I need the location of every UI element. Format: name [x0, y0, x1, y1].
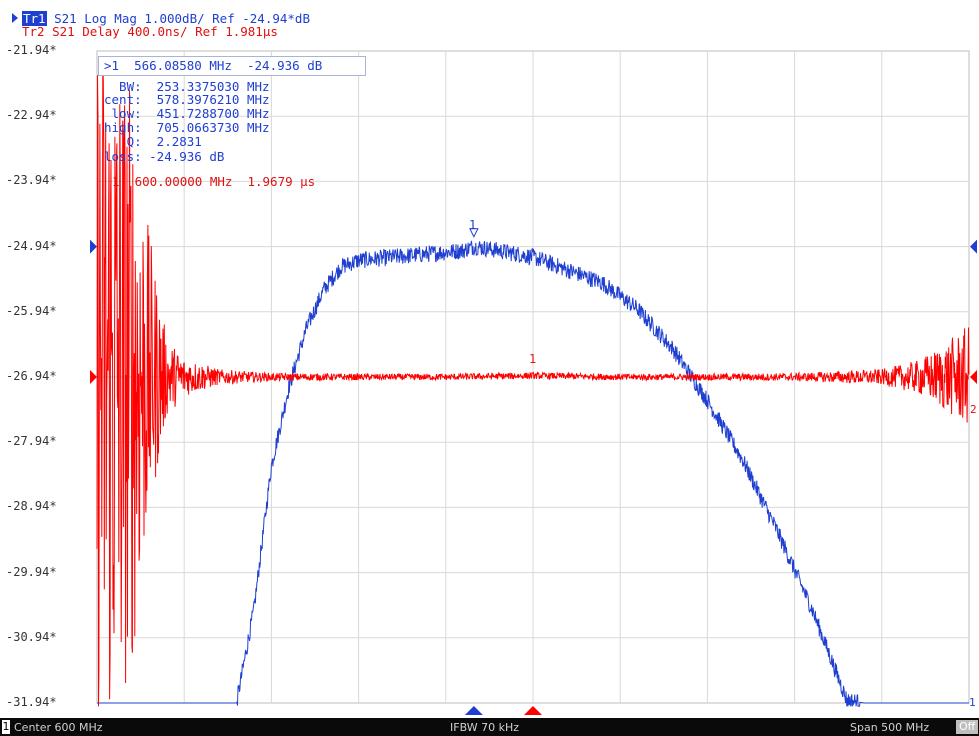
marker-red-readout: 1 600.00000 MHz 1.9679 µs [112, 174, 316, 189]
channel-number[interactable]: 1 [2, 720, 10, 734]
trace1-line [97, 240, 969, 707]
trace1-marker-label[interactable]: 1 [469, 218, 477, 232]
status-bar: 1 Center 600 MHz IFBW 70 kHz Span 500 MH… [0, 718, 979, 736]
marker-cent: cent: 578.3976210 MHz [104, 92, 270, 107]
trace1-ref-arrow-right-icon [970, 239, 977, 254]
marker-active-readout: >1 566.08580 MHz -24.936 dB [104, 58, 323, 73]
y-tick-label: -31.94* [6, 695, 57, 709]
trace2-right-label: 2 [970, 403, 977, 416]
trace1-header[interactable]: Tr1 S21 Log Mag 1.000dB/ Ref -24.94*dB [22, 11, 310, 26]
marker-active-box [98, 56, 366, 76]
trace1-label[interactable]: Tr1 [22, 11, 47, 26]
trace2-header[interactable]: Tr2 S21 Delay 400.0ns/ Ref 1.981µs [22, 24, 278, 39]
trace1-right-label: 1 [969, 696, 976, 709]
marker-q: Q: 2.2831 [104, 134, 202, 149]
span[interactable]: Span 500 MHz [850, 721, 930, 734]
trace1-ref-arrow-icon [90, 239, 97, 254]
trace1-bottom-marker-icon [464, 706, 483, 715]
y-tick-label: -30.94* [6, 629, 57, 644]
y-tick-label: -27.94* [6, 434, 57, 449]
y-tick-label: -24.94* [6, 238, 57, 253]
ifbw[interactable]: IFBW 70 kHz [450, 721, 520, 734]
trace2-marker-label[interactable]: 1 [529, 352, 537, 366]
trace1-settings: S21 Log Mag 1.000dB/ Ref -24.94*dB [46, 11, 310, 26]
active-trace-arrow-icon [12, 13, 18, 23]
off-toggle[interactable]: Off [956, 720, 979, 734]
trace2-ref-arrow-icon [90, 370, 97, 384]
marker-loss: loss: -24.936 dB [104, 149, 225, 164]
center-frequency[interactable]: Center 600 MHz [14, 721, 103, 734]
y-tick-label: -21.94* [6, 43, 57, 57]
y-tick-label: -25.94* [6, 303, 57, 318]
y-tick-label: -22.94* [6, 108, 57, 123]
y-tick-label: -28.94* [6, 499, 57, 514]
y-tick-label: -26.94* [6, 369, 57, 383]
marker-high: high: 705.0663730 MHz [104, 120, 270, 135]
marker-bw: BW: 253.3375030 MHz [104, 79, 270, 94]
trace2-bottom-marker-icon [524, 706, 542, 715]
marker-low: low: 451.7288700 MHz [104, 106, 270, 121]
y-tick-label: -29.94* [6, 564, 57, 579]
trace2-line [96, 61, 970, 707]
trace2-ref-arrow-right-icon [970, 370, 977, 384]
y-tick-label: -23.94* [6, 173, 57, 188]
trace1-marker-triangle-icon [469, 228, 479, 238]
